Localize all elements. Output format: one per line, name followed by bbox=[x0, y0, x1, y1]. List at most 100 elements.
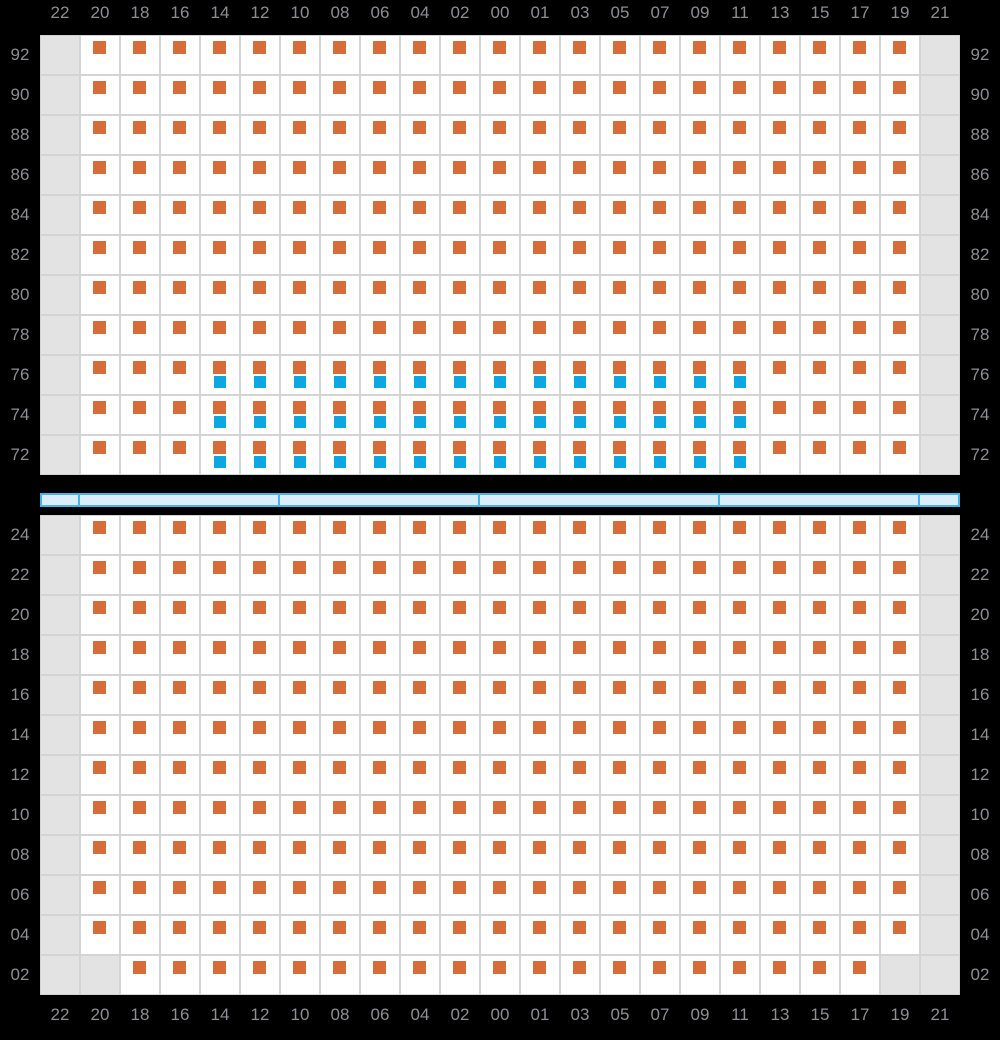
seat-cell[interactable] bbox=[800, 115, 840, 155]
seat-cell[interactable] bbox=[320, 235, 360, 275]
seat-cell[interactable] bbox=[160, 395, 200, 435]
seat-cell[interactable] bbox=[600, 275, 640, 315]
seat-cell[interactable] bbox=[240, 555, 280, 595]
seat-cell[interactable] bbox=[240, 395, 280, 435]
seat-cell[interactable] bbox=[800, 675, 840, 715]
seat-cell[interactable] bbox=[760, 755, 800, 795]
seat-cell[interactable] bbox=[600, 795, 640, 835]
seat-cell[interactable] bbox=[320, 115, 360, 155]
seat-cell[interactable] bbox=[240, 955, 280, 995]
seat-cell[interactable] bbox=[560, 395, 600, 435]
seat-cell[interactable] bbox=[560, 235, 600, 275]
seat-cell[interactable] bbox=[320, 395, 360, 435]
seat-cell[interactable] bbox=[840, 235, 880, 275]
seat-cell[interactable] bbox=[840, 355, 880, 395]
seat-cell[interactable] bbox=[440, 915, 480, 955]
seat-cell[interactable] bbox=[680, 35, 720, 75]
seat-cell[interactable] bbox=[520, 195, 560, 235]
seat-cell[interactable] bbox=[480, 835, 520, 875]
seat-cell[interactable] bbox=[80, 115, 120, 155]
seat-cell[interactable] bbox=[800, 275, 840, 315]
divider-bar-segment[interactable] bbox=[280, 495, 480, 505]
seat-cell[interactable] bbox=[520, 955, 560, 995]
seat-cell[interactable] bbox=[400, 915, 440, 955]
seat-cell[interactable] bbox=[440, 635, 480, 675]
seat-cell[interactable] bbox=[520, 595, 560, 635]
seat-cell[interactable] bbox=[880, 315, 920, 355]
seat-cell[interactable] bbox=[800, 315, 840, 355]
seat-cell[interactable] bbox=[680, 835, 720, 875]
seat-cell[interactable] bbox=[680, 715, 720, 755]
seat-cell[interactable] bbox=[840, 315, 880, 355]
seat-cell[interactable] bbox=[280, 155, 320, 195]
seat-cell[interactable] bbox=[560, 355, 600, 395]
seat-cell[interactable] bbox=[680, 795, 720, 835]
seat-cell[interactable] bbox=[240, 35, 280, 75]
seat-cell[interactable] bbox=[360, 435, 400, 475]
seat-cell[interactable] bbox=[280, 35, 320, 75]
seat-cell[interactable] bbox=[760, 595, 800, 635]
seat-cell[interactable] bbox=[520, 755, 560, 795]
seat-cell[interactable] bbox=[840, 635, 880, 675]
seat-cell[interactable] bbox=[560, 195, 600, 235]
seat-cell[interactable] bbox=[440, 435, 480, 475]
seat-cell[interactable] bbox=[360, 675, 400, 715]
seat-cell[interactable] bbox=[360, 35, 400, 75]
seat-cell[interactable] bbox=[800, 875, 840, 915]
seat-cell[interactable] bbox=[360, 75, 400, 115]
seat-cell[interactable] bbox=[840, 515, 880, 555]
seat-cell[interactable] bbox=[720, 835, 760, 875]
seat-cell[interactable] bbox=[120, 195, 160, 235]
seat-cell[interactable] bbox=[440, 275, 480, 315]
seat-cell[interactable] bbox=[480, 755, 520, 795]
seat-cell[interactable] bbox=[520, 715, 560, 755]
seat-cell[interactable] bbox=[160, 835, 200, 875]
seat-cell[interactable] bbox=[800, 355, 840, 395]
seat-cell[interactable] bbox=[760, 315, 800, 355]
seat-cell[interactable] bbox=[680, 155, 720, 195]
seat-cell[interactable] bbox=[560, 715, 600, 755]
seat-cell[interactable] bbox=[600, 395, 640, 435]
seat-cell[interactable] bbox=[720, 75, 760, 115]
seat-cell[interactable] bbox=[680, 275, 720, 315]
seat-cell[interactable] bbox=[280, 915, 320, 955]
seat-cell[interactable] bbox=[680, 915, 720, 955]
seat-cell[interactable] bbox=[320, 515, 360, 555]
seat-cell[interactable] bbox=[440, 315, 480, 355]
seat-cell[interactable] bbox=[760, 675, 800, 715]
seat-cell[interactable] bbox=[440, 355, 480, 395]
seat-cell[interactable] bbox=[320, 595, 360, 635]
seat-cell[interactable] bbox=[760, 395, 800, 435]
seat-cell[interactable] bbox=[720, 595, 760, 635]
seat-cell[interactable] bbox=[440, 235, 480, 275]
seat-cell[interactable] bbox=[800, 915, 840, 955]
seat-cell[interactable] bbox=[200, 75, 240, 115]
seat-cell[interactable] bbox=[360, 555, 400, 595]
seat-cell[interactable] bbox=[880, 755, 920, 795]
seat-cell[interactable] bbox=[760, 635, 800, 675]
seat-cell[interactable] bbox=[720, 115, 760, 155]
seat-cell[interactable] bbox=[80, 715, 120, 755]
seat-cell[interactable] bbox=[560, 795, 600, 835]
seat-cell[interactable] bbox=[200, 235, 240, 275]
seat-cell[interactable] bbox=[240, 195, 280, 235]
seat-cell[interactable] bbox=[600, 515, 640, 555]
seat-cell[interactable] bbox=[440, 875, 480, 915]
seat-cell[interactable] bbox=[240, 515, 280, 555]
seat-cell[interactable] bbox=[600, 75, 640, 115]
seat-cell[interactable] bbox=[480, 275, 520, 315]
seat-cell[interactable] bbox=[520, 675, 560, 715]
seat-cell[interactable] bbox=[80, 635, 120, 675]
seat-cell[interactable] bbox=[120, 395, 160, 435]
seat-cell[interactable] bbox=[240, 75, 280, 115]
seat-cell[interactable] bbox=[480, 75, 520, 115]
seat-cell[interactable] bbox=[400, 235, 440, 275]
seat-cell[interactable] bbox=[840, 675, 880, 715]
seat-cell[interactable] bbox=[600, 955, 640, 995]
seat-cell[interactable] bbox=[600, 115, 640, 155]
seat-cell[interactable] bbox=[160, 195, 200, 235]
seat-cell[interactable] bbox=[880, 155, 920, 195]
seat-cell[interactable] bbox=[200, 435, 240, 475]
seat-cell[interactable] bbox=[720, 755, 760, 795]
seat-cell[interactable] bbox=[760, 275, 800, 315]
